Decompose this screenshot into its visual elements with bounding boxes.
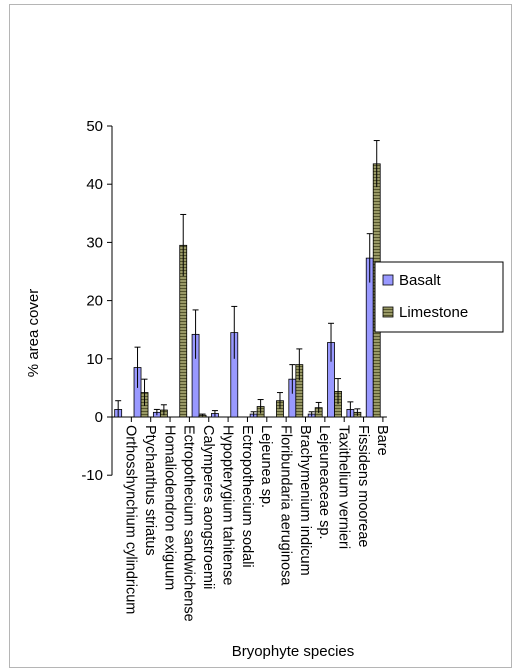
category-label: Ptychanthus striatus [142, 425, 158, 556]
y-tick-label: 10 [86, 351, 103, 368]
legend-swatch-limestone [382, 306, 394, 318]
x-axis-title: Bryophyte species [232, 643, 355, 660]
category-label: Brachymenium indicum [297, 425, 313, 576]
y-axis-title: % area cover [25, 289, 42, 377]
y-tick-label: 30 [86, 234, 103, 251]
category-label: Ectropothecium sandwichense [181, 425, 197, 622]
y-tick-label: 20 [86, 293, 103, 310]
category-label: Floribundaria aeruginosa [277, 425, 293, 586]
category-label: Bare [374, 425, 390, 456]
category-label: Hypopterygium tahitense [219, 425, 235, 585]
legend-swatch-basalt [382, 274, 394, 286]
category-label: Lejeuneaceae sp. [316, 425, 332, 540]
category-label: Taxithelium vernieri [336, 425, 352, 549]
y-tick-label: 0 [95, 409, 103, 426]
y-tick-label: -10 [81, 467, 103, 484]
chart-frame [9, 4, 512, 668]
legend-label-basalt: Basalt [399, 272, 442, 289]
legend-label-limestone: Limestone [399, 304, 468, 321]
y-tick-label: 40 [86, 176, 103, 193]
category-label: Orthosshynchium cylindricum [123, 425, 139, 614]
category-label: Homaliodendron exiguum [161, 425, 177, 590]
legend: Basalt Limestone [374, 261, 504, 333]
category-label: Lejeunea sp. [258, 425, 274, 508]
category-label: Calymperes aongstroemii [200, 425, 216, 589]
category-label: Ectropothecium sodali [239, 425, 255, 568]
legend-box [374, 261, 504, 333]
y-tick-label: 50 [86, 118, 103, 135]
category-label: Fissidens mooreae [355, 425, 371, 548]
